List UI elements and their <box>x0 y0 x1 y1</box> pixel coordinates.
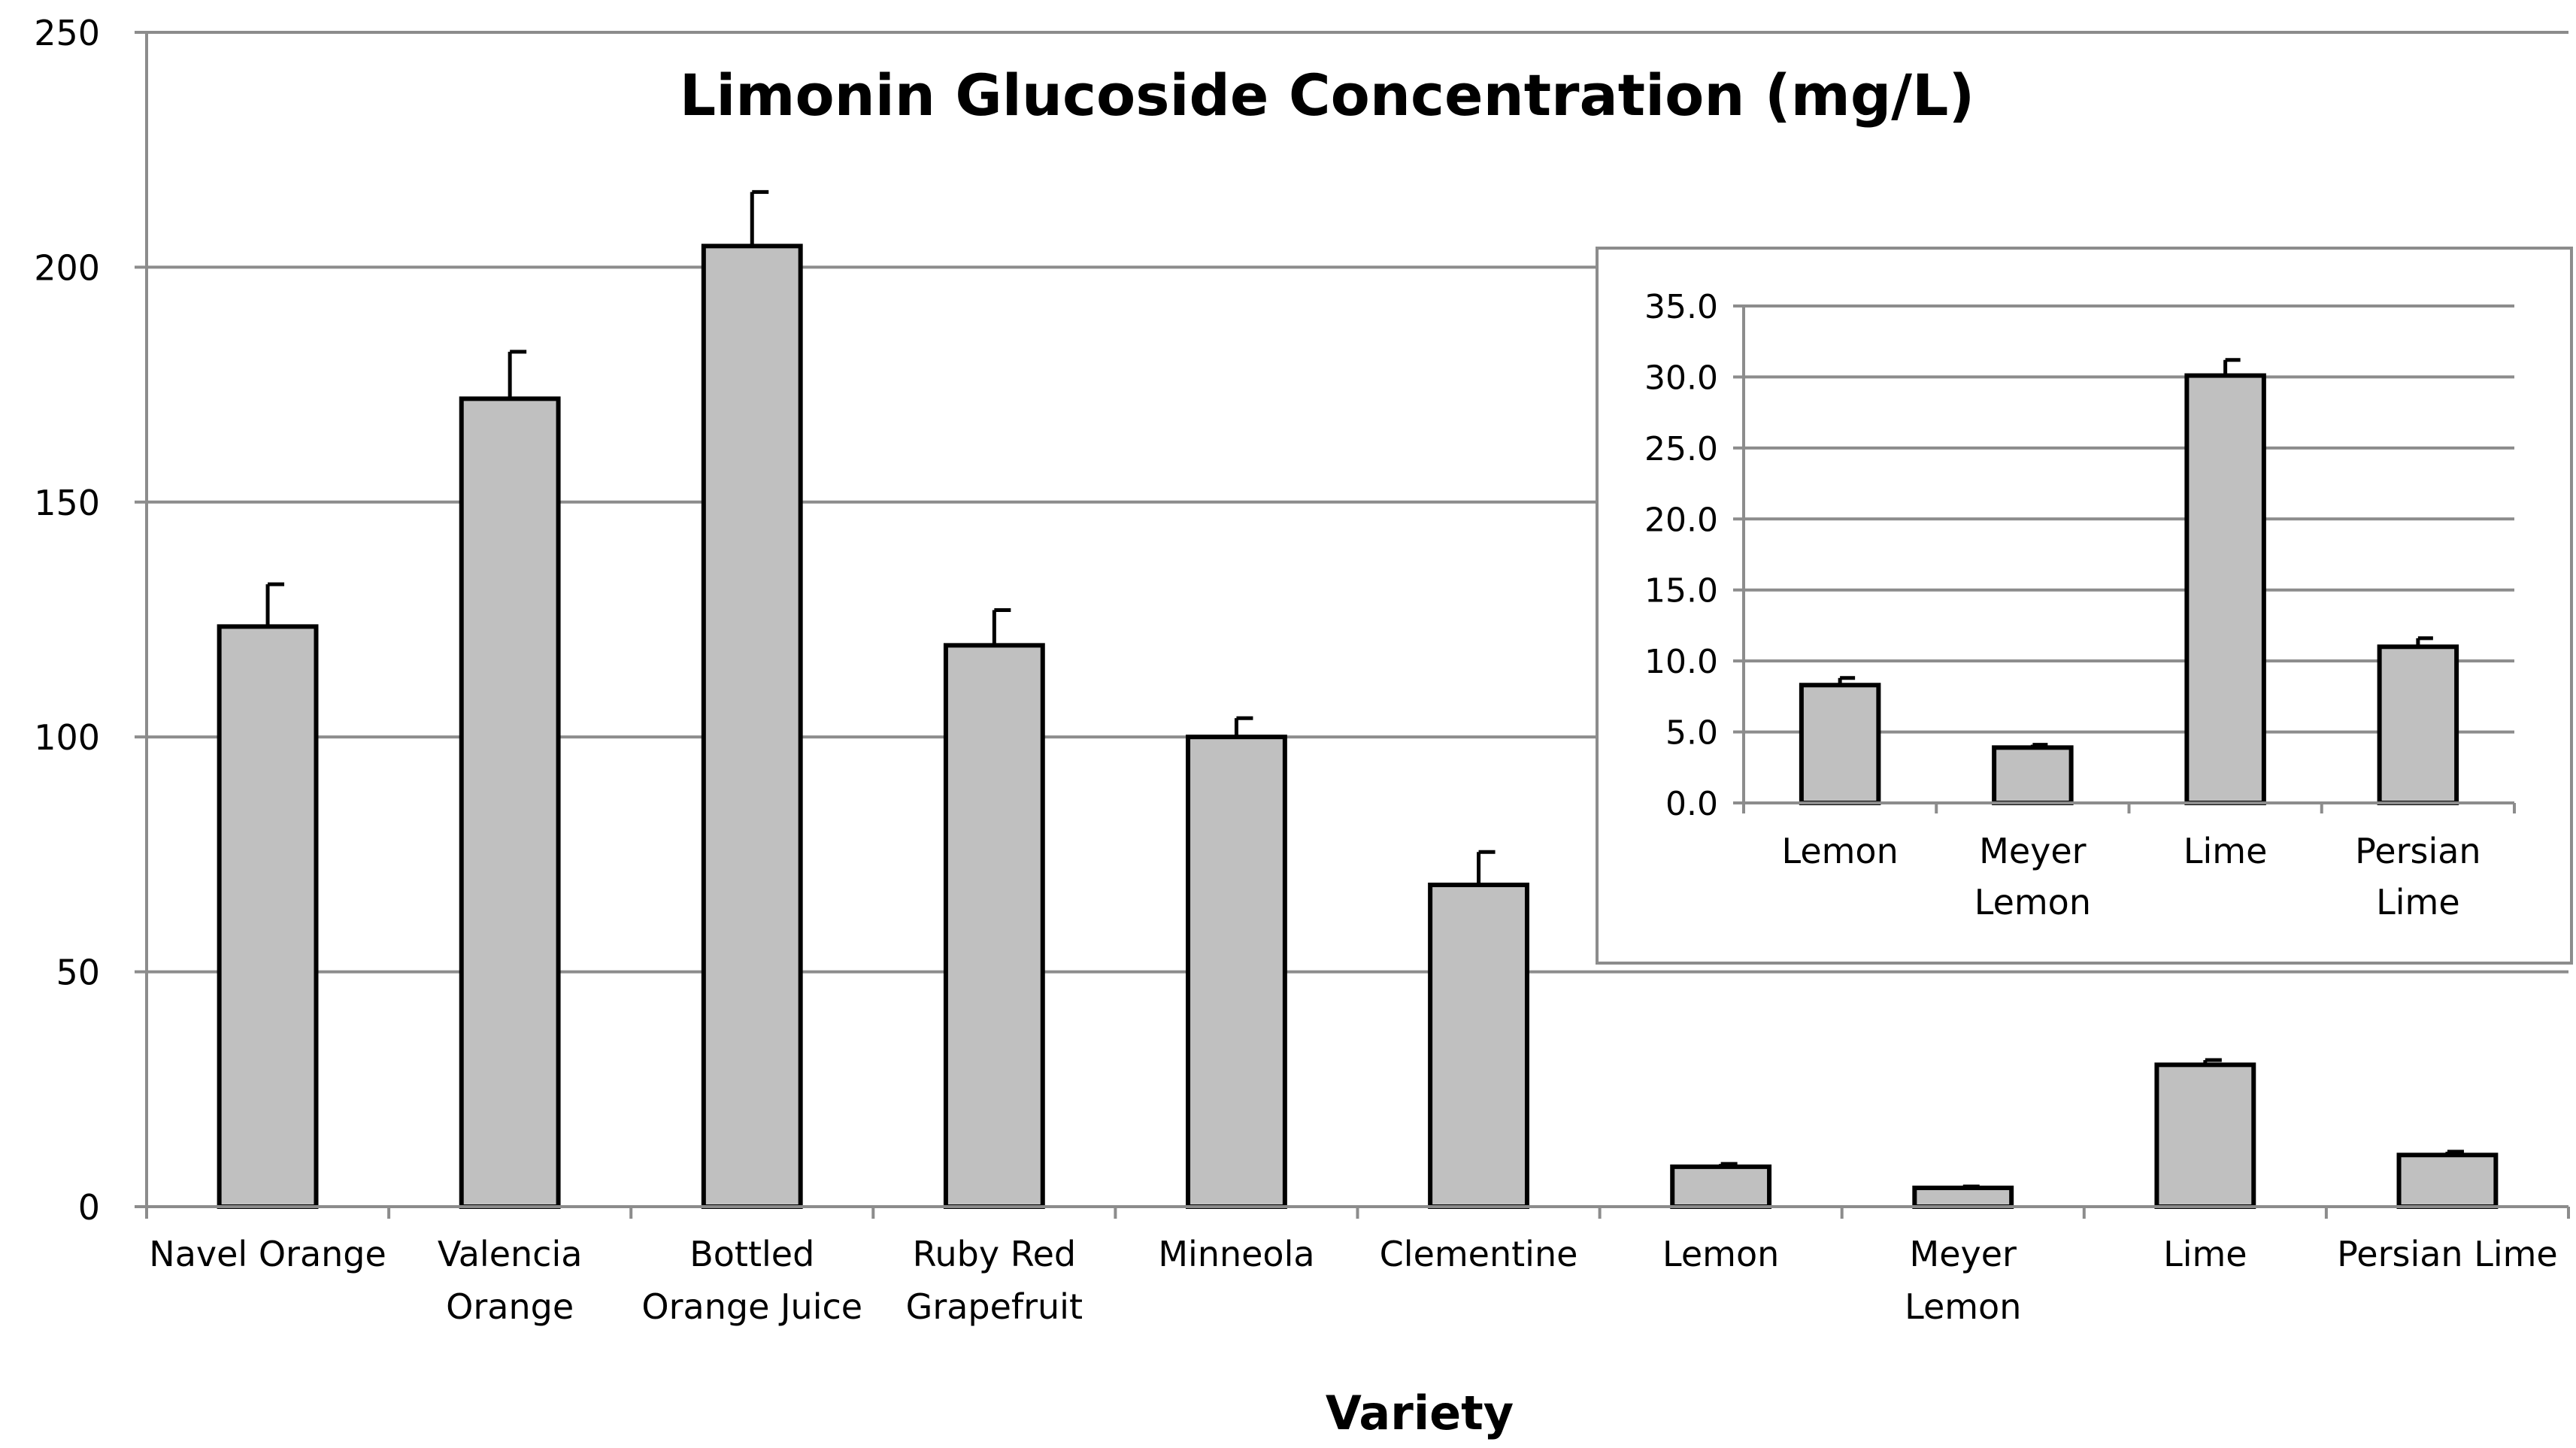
inset-y-tick-label: 10.0 <box>1644 643 1718 681</box>
main-bars <box>217 189 2499 1210</box>
inset-category-label: Lemon <box>1782 831 1899 871</box>
main-y-tick-label: 200 <box>34 247 100 288</box>
inset-chart: 0.0 5.0 10.0 15.0 20.0 25.0 30.0 35.0 Lemon Meye… <box>1596 247 2573 965</box>
main-category-label: Lemon <box>1662 1234 1779 1274</box>
inset-x-tick-labels: Lemon Meyer Lemon Lime Persian Lime <box>1782 831 2481 922</box>
main-category-label: Persian Lime <box>2337 1234 2558 1274</box>
x-axis-label: Variety <box>1326 1386 1514 1440</box>
inset-bar <box>1992 745 2074 805</box>
main-category-label: Meyer Lemon <box>1905 1234 2021 1327</box>
main-x-tick-labels: Navel Orange Valencia Orange Bottled Orange … <box>149 1234 2557 1327</box>
inset-bar <box>1799 683 1881 806</box>
main-bar <box>1428 883 1529 1209</box>
inset-y-tick-label: 20.0 <box>1644 501 1718 539</box>
main-category-label: Ruby Red Grapefruit <box>906 1234 1083 1327</box>
main-bar <box>1912 1186 2014 1210</box>
main-bar <box>1186 735 1287 1209</box>
main-bar <box>2154 1062 2256 1210</box>
inset-bars <box>1799 358 2459 806</box>
main-y-tick-label: 250 <box>34 13 100 53</box>
inset-category-label: Lime <box>2184 831 2268 871</box>
main-category-label: Clementine <box>1380 1234 1578 1274</box>
inset-y-tick-label: 30.0 <box>1644 359 1718 397</box>
main-bar <box>1670 1164 1772 1209</box>
inset-frame <box>1596 247 2573 965</box>
main-bar <box>943 643 1045 1209</box>
main-y-tick-label: 0 <box>78 1187 100 1228</box>
inset-category-label: Persian Lime <box>2355 831 2481 922</box>
inset-y-tick-label: 25.0 <box>1644 430 1718 468</box>
main-bar <box>459 396 561 1209</box>
main-y-tick-label: 150 <box>34 483 100 523</box>
main-y-tick-label: 50 <box>56 953 100 993</box>
main-y-tick-label: 100 <box>34 717 100 758</box>
main-category-label: Valencia Orange <box>438 1234 583 1327</box>
main-bar <box>701 244 803 1209</box>
chart-title: Limonin Glucoside Concentration (mg/L) <box>680 62 1974 129</box>
main-bar <box>217 624 319 1209</box>
inset-axes <box>1733 304 2516 813</box>
main-axes <box>135 31 2570 1219</box>
main-category-label: Bottled Orange Juice <box>641 1234 862 1327</box>
inset-y-tick-label: 0.0 <box>1665 785 1718 823</box>
inset-y-tick-labels: 0.0 5.0 10.0 15.0 20.0 25.0 30.0 35.0 <box>1644 288 1718 823</box>
main-category-label: Navel Orange <box>149 1234 386 1274</box>
main-y-tick-labels: 0 50 100 150 200 250 <box>34 13 100 1228</box>
inset-y-tick-label: 15.0 <box>1644 572 1718 610</box>
inset-y-tick-label: 35.0 <box>1644 288 1718 326</box>
inset-y-tick-label: 5.0 <box>1665 714 1718 753</box>
inset-bar <box>2377 644 2459 805</box>
inset-bar <box>2184 373 2266 806</box>
main-bar <box>2396 1153 2499 1209</box>
inset-category-label: Meyer Lemon <box>1974 831 2091 922</box>
main-category-label: Minneola <box>1158 1234 1314 1274</box>
main-category-label: Lime <box>2163 1234 2247 1274</box>
